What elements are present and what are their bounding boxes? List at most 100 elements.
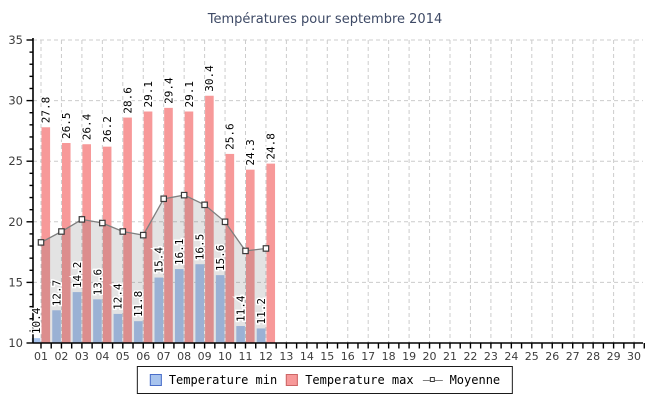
moyenne-marker-day-04 — [99, 219, 106, 227]
moyenne-area-fill — [41, 195, 266, 343]
value-label-max-day-08: 29.1 — [183, 81, 196, 108]
y-tick-label-30: 30 — [8, 94, 23, 108]
x-tick-label-15: 15 — [320, 350, 334, 363]
moyenne-marker-day-05 — [119, 228, 127, 235]
bar-value-labels: 10.4 27.8 12.7 26.5 14.2 26.4 13.6 26.2 12.4 28.6… — [28, 63, 279, 335]
bar-temperature-min-day-11 — [236, 326, 245, 343]
moyenne-marker-day-03 — [78, 216, 86, 223]
value-label-max-day-10: 25.6 — [224, 123, 237, 150]
x-tick-label-12: 12 — [259, 350, 273, 363]
bar-temperature-max-day-11 — [246, 169, 255, 343]
chart-title: Températures pour septembre 2014 — [207, 12, 443, 27]
x-tick-label-07: 07 — [157, 350, 171, 363]
temperature-max-swatch-icon — [286, 374, 299, 386]
value-label-max-day-09: 30.4 — [203, 65, 216, 92]
x-tick-label-24: 24 — [504, 350, 518, 363]
moyenne-marker-day-01 — [37, 239, 45, 246]
value-label-min-day-03: 14.2 — [71, 262, 84, 289]
value-label-min-day-05: 12.4 — [112, 283, 125, 310]
chart-legend: Temperature min Temperature max Moyenne — [136, 366, 514, 394]
x-tick-label-14: 14 — [300, 350, 314, 363]
x-tick-label-29: 29 — [607, 350, 621, 363]
bar-temperature-min-day-04 — [93, 299, 102, 343]
moyenne-line — [40, 194, 266, 252]
value-label-max-day-03: 26.4 — [81, 113, 94, 140]
legend-item-temperature-max: Temperature max — [286, 373, 414, 387]
y-tick-label-35: 35 — [8, 33, 23, 47]
moyenne-marker-day-08 — [180, 191, 188, 199]
bar-temperature-max-day-04 — [102, 146, 112, 343]
value-label-min-day-12: 11.2 — [255, 298, 268, 325]
y-tick-label-25: 25 — [8, 154, 23, 168]
x-tick-label-04: 04 — [95, 350, 109, 363]
bar-temperature-max-day-08 — [184, 111, 194, 344]
bar-temperature-min-day-09 — [195, 264, 204, 343]
x-tick-label-17: 17 — [361, 350, 375, 363]
x-tick-label-30: 30 — [627, 350, 641, 363]
bar-temperature-min-day-01 — [31, 338, 41, 343]
bar-temperature-max-day-03 — [82, 144, 91, 343]
legend-label-temperature-min: Temperature min — [168, 373, 278, 387]
bar-temperature-max-day-01 — [41, 127, 51, 343]
value-label-min-day-04: 13.6 — [91, 269, 104, 296]
x-tick-label-16: 16 — [341, 350, 355, 363]
y-tick-label-15: 15 — [8, 275, 23, 289]
bar-temperature-max-day-05 — [123, 117, 132, 344]
legend-label-moyenne: Moyenne — [449, 373, 501, 387]
x-tick-label-05: 05 — [116, 350, 130, 363]
bar-temperature-min-day-05 — [113, 313, 123, 343]
y-tick-label-10: 10 — [8, 336, 23, 350]
bar-temperature-min-day-03 — [72, 292, 82, 343]
gridlines — [33, 39, 643, 343]
x-tick-label-10: 10 — [218, 350, 232, 363]
value-label-max-day-04: 26.2 — [101, 116, 114, 143]
x-tick-label-27: 27 — [566, 350, 580, 363]
axes — [26, 38, 645, 349]
bar-temperature-max-day-07 — [164, 107, 173, 343]
x-tick-label-11: 11 — [239, 350, 253, 363]
x-tick-label-18: 18 — [382, 350, 396, 363]
value-label-min-day-09: 16.5 — [194, 234, 207, 261]
tick-labels: 10 15 20 25 30 35 01 02 03 04 05 06 07 08 09 10 11 12 13 14… — [8, 33, 641, 363]
x-tick-label-28: 28 — [586, 350, 600, 363]
temperature-min-swatch-icon — [149, 374, 162, 386]
bar-temperature-max-day-12 — [266, 163, 276, 343]
x-tick-label-25: 25 — [525, 350, 539, 363]
x-tick-label-01: 01 — [34, 350, 48, 363]
value-label-max-day-01: 27.8 — [40, 97, 53, 124]
value-label-max-day-05: 28.6 — [121, 87, 134, 114]
moyenne-marker-day-02 — [58, 228, 65, 235]
moyenne-marker-day-12 — [262, 245, 270, 252]
x-tick-label-21: 21 — [443, 350, 457, 363]
value-label-max-day-12: 24.8 — [265, 133, 278, 160]
value-label-min-day-06: 11.8 — [132, 291, 145, 318]
y-tick-label-20: 20 — [8, 215, 23, 229]
bar-temperature-min-day-08 — [174, 269, 184, 343]
moyenne-marker-day-10 — [221, 218, 229, 226]
value-label-min-day-02: 12.7 — [50, 280, 63, 307]
legend-item-moyenne: Moyenne — [422, 373, 501, 387]
x-tick-label-09: 09 — [198, 350, 212, 363]
moyenne-marker-day-06 — [139, 231, 147, 239]
value-label-max-day-07: 29.4 — [162, 77, 175, 104]
bar-temperature-max-day-02 — [61, 143, 71, 343]
value-label-max-day-06: 29.1 — [142, 81, 155, 108]
value-label-max-day-02: 26.5 — [60, 113, 73, 140]
x-tick-label-06: 06 — [136, 350, 150, 363]
value-label-min-day-10: 15.6 — [214, 245, 227, 272]
bar-temperature-max-day-10 — [225, 153, 235, 343]
bar-temperature-min-day-07 — [154, 277, 164, 343]
moyenne-marker-day-07 — [160, 195, 168, 203]
bar-temperature-min-day-10 — [215, 275, 225, 343]
legend-item-temperature-min: Temperature min — [149, 373, 278, 387]
x-tick-label-19: 19 — [402, 350, 416, 363]
legend-label-temperature-max: Temperature max — [305, 373, 414, 387]
x-tick-label-22: 22 — [463, 350, 477, 363]
bar-temperature-min-day-12 — [256, 328, 266, 343]
x-tick-label-13: 13 — [279, 350, 293, 363]
x-tick-label-23: 23 — [484, 350, 498, 363]
x-tick-label-03: 03 — [75, 350, 89, 363]
x-tick-label-26: 26 — [545, 350, 559, 363]
